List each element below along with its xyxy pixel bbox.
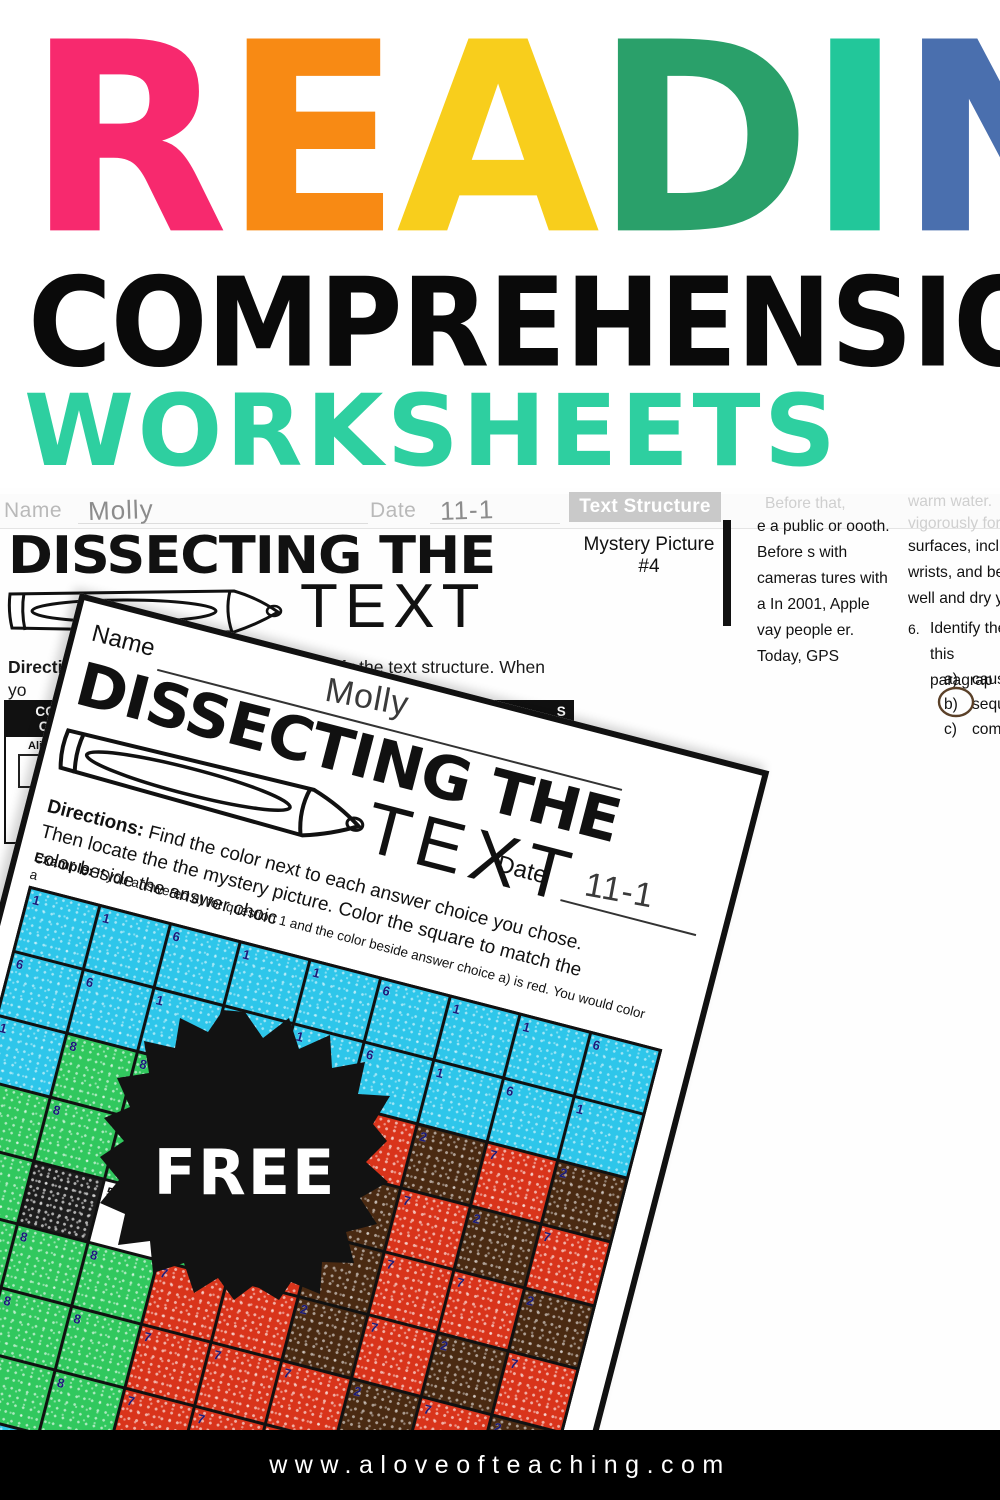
grid-cell-number: 6 — [14, 955, 26, 973]
back-date-line — [430, 523, 560, 524]
grid-cell-number: 1 — [451, 1000, 462, 1018]
grid-cell-number: 1 — [434, 1064, 446, 1081]
free-badge-label: FREE — [153, 1135, 337, 1209]
grid-cell-number: 6 — [591, 1037, 602, 1054]
question-6-text: Identify the this paragrap — [930, 620, 1000, 689]
grid-cell-number: 2 — [525, 1292, 536, 1309]
title-letter-d-3: D — [593, 0, 812, 293]
option-c-letter[interactable]: c) — [944, 721, 957, 738]
title-letter-n-5: N — [898, 8, 1000, 271]
back-name-line — [78, 523, 368, 524]
grid-cell-number: 8 — [88, 1247, 100, 1264]
option-a-letter[interactable]: a) — [944, 671, 958, 688]
option-a-text: cause — [972, 671, 1000, 688]
grid-cell-number: 2 — [492, 1419, 503, 1430]
grid-cell-number: 2 — [438, 1337, 450, 1355]
grid-cell-number: 7 — [508, 1356, 520, 1373]
selected-answer-circle — [937, 686, 975, 718]
grid-cell-number: 1 — [240, 946, 252, 963]
back-worksheet-subtitle: TEXT — [300, 572, 487, 641]
grid-cell-number: 7 — [195, 1411, 207, 1428]
grid-cell-number: 2 — [471, 1210, 483, 1227]
grid-cell-number: 8 — [71, 1311, 83, 1328]
title-comprehension: COMPREHENSION — [28, 251, 1000, 395]
grid-cell-number: 8 — [18, 1229, 30, 1246]
grid-cell-number: 7 — [125, 1393, 137, 1410]
grid-cell-number: 6 — [84, 974, 96, 991]
grid-cell-number: 2 — [418, 1128, 429, 1145]
free-badge: FREE — [100, 1010, 390, 1300]
text-structure-tag: Text Structure — [569, 492, 721, 522]
grid-cell-number: 7 — [282, 1365, 293, 1382]
crayon-icon — [58, 728, 365, 838]
title-worksheets-text: WORKSHEETS — [24, 373, 840, 489]
grid-cell-number: 7 — [455, 1274, 466, 1291]
passage-col4-text: surfaces, inclu wrists, and bet well and… — [908, 538, 1000, 607]
mystery-picture-box: Mystery Picture #4 — [575, 520, 731, 626]
passage-col3-text: e a public or oooth. Before s with camer… — [757, 518, 890, 665]
grid-cell-number: 7 — [141, 1329, 153, 1346]
question-6-number: 6. — [908, 621, 920, 637]
mystery-picture-label: Mystery Picture #4 — [583, 534, 715, 577]
passage-col4-faded2: vigorously for — [908, 515, 1000, 532]
grid-cell-number: 6 — [504, 1082, 516, 1100]
grid-cell-number: 1 — [100, 910, 112, 927]
grid-cell[interactable]: 7 — [493, 1353, 577, 1430]
grid-cell-number: 8 — [55, 1374, 67, 1392]
grid-cell-number: 7 — [401, 1192, 413, 1209]
grid-cell-number: 6 — [170, 928, 182, 945]
front-worksheet: Name Molly Date 11-1 DISSECTING THE TEXT… — [0, 593, 770, 1430]
grid-cell-number: 1 — [154, 992, 166, 1009]
grid-cell-number: 7 — [212, 1347, 223, 1364]
title-block: READING COMPREHENSION WORKSHEETS — [0, 0, 1000, 492]
title-worksheets: WORKSHEETS — [24, 373, 1000, 489]
title-reading: READING — [26, 0, 1000, 293]
grid-cell-number: 2 — [558, 1164, 569, 1181]
grid-cell-number: 1 — [574, 1100, 586, 1118]
website-url: www.aloveofteaching.com — [269, 1450, 731, 1479]
grid-cell-number: 7 — [422, 1401, 433, 1419]
grid-cell-number: 7 — [368, 1319, 380, 1337]
passage-col4-faded1: warm water. — [908, 493, 993, 510]
grid-cell-number: 1 — [0, 1019, 9, 1037]
grid-cell-number: 2 — [352, 1383, 363, 1400]
footer-bar: www.aloveofteaching.com — [0, 1430, 1000, 1500]
grid-cell-number: 8 — [1, 1293, 13, 1310]
option-b-text: seque — [972, 696, 1000, 713]
grid-cell-number: 7 — [541, 1228, 553, 1245]
back-name-value: Molly — [87, 493, 155, 527]
passage-col3-faded: Before that, — [765, 495, 846, 512]
starburst-icon — [100, 1010, 390, 1300]
option-b-letter[interactable]: b) — [944, 696, 958, 713]
title-letter-r-0: R — [26, 0, 229, 293]
title-letter-e-1: E — [222, 0, 403, 293]
grid-cell-number: 2 — [298, 1301, 310, 1319]
title-letter-a-2: A — [396, 0, 600, 293]
grid-cell-number: 1 — [311, 964, 322, 981]
title-letter-i-4: I — [806, 0, 904, 293]
grid-cell-number: 1 — [521, 1018, 532, 1036]
grid-cell-number: 8 — [67, 1037, 79, 1055]
back-name-label: Name — [4, 499, 63, 522]
grid-cell-number: 7 — [488, 1146, 499, 1163]
grid-cell-number: 8 — [51, 1101, 63, 1118]
option-c-text: compa — [972, 721, 1000, 738]
back-date-value: 11-1 — [439, 494, 495, 526]
grid-cell-number: 1 — [30, 892, 42, 909]
grid-cell-number: 6 — [381, 982, 392, 1000]
back-date-label: Date — [370, 499, 417, 522]
worksheet-scene: Name Molly Date 11-1 Text Structure Myst… — [0, 488, 1000, 1430]
back-worksheet-title: DISSECTING THE — [8, 526, 496, 586]
back-name-row: Name Molly Date 11-1 — [0, 494, 1000, 529]
